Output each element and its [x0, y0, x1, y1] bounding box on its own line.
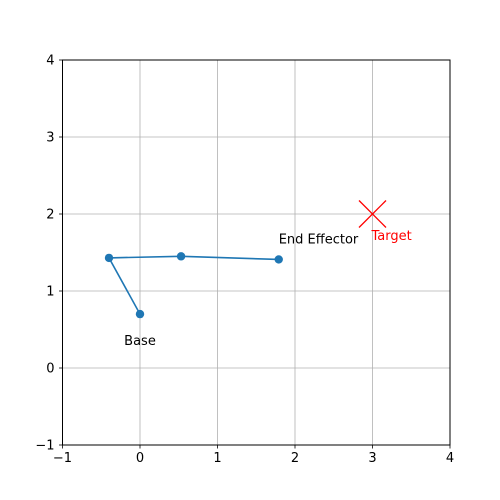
axes-frame: [62, 59, 451, 446]
x-tick-label: 1: [213, 451, 221, 466]
x-tick-label: 3: [368, 451, 376, 466]
arm-joint-point: [135, 309, 145, 319]
arm-segments-line: [107, 255, 279, 315]
y-tick-label: 2: [46, 208, 54, 223]
y-tick-label: −1: [35, 439, 54, 454]
arm-joint-point: [274, 255, 283, 264]
x-tick-label: 0: [136, 451, 144, 466]
y-tick-label: 3: [46, 131, 54, 146]
arm-joint-point: [104, 253, 114, 263]
target-marker-stroke-2: [358, 200, 387, 228]
axis-ticks: −1 0 1 2 3 4 −1 0 1 2 3 4: [35, 54, 454, 467]
y-tick-label: 4: [46, 54, 54, 69]
x-tick-label: 2: [291, 451, 299, 466]
x-tick-label: 4: [446, 451, 454, 466]
x-tick-label: −1: [53, 451, 72, 466]
y-tick-label: 0: [46, 362, 54, 377]
annotation-label: Target: [371, 229, 412, 244]
y-tick-label: 1: [46, 285, 54, 300]
annotation-label: Base: [124, 334, 156, 349]
annotation-label: End Effector: [279, 232, 359, 247]
plot-area: Base End Effector Target: [104, 200, 412, 349]
arm-joint-point: [176, 252, 186, 261]
